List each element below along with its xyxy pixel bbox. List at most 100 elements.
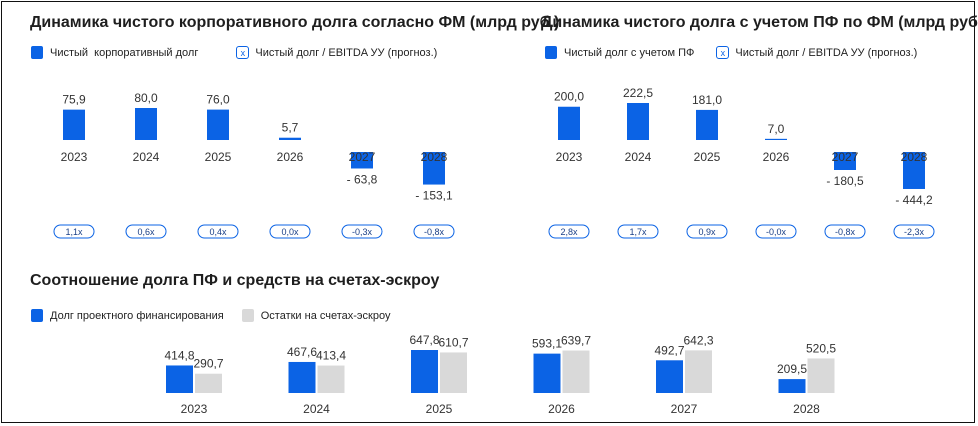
- chart2-value-label-2024: 222,5: [623, 86, 653, 100]
- chart1-value-label-2026: 5,7: [282, 121, 299, 135]
- chart2-bar-2028: [903, 152, 925, 189]
- chart2-legend-swatch: [545, 46, 557, 59]
- chart2-legend-series-label: Чистый долг с учетом ПФ: [564, 46, 695, 59]
- chart3-value-label-primary-2027: 492,7: [654, 343, 684, 357]
- chart3-value-label-primary-2023: 414,8: [164, 348, 194, 362]
- chart1-tick-label-2025: 2025: [205, 150, 232, 164]
- chart3-tick-label-2023: 2023: [181, 402, 208, 416]
- chart2-ratio-pill-2028: [893, 224, 935, 239]
- chart3-bar-secondary-2025: [440, 352, 467, 393]
- chart1-value-label-2028: - 153,1: [415, 189, 453, 203]
- chart3-value-label-secondary-2023: 290,7: [193, 357, 223, 371]
- chart1-ratio-marker-icon: x: [236, 46, 250, 59]
- chart1-value-label-2025: 76,0: [206, 93, 230, 107]
- chart3-legend-label-primary: Долг проектного финансирования: [50, 309, 224, 322]
- chart3-title: Соотношение долга ПФ и средств на счетах…: [30, 272, 440, 289]
- chart3-tick-label-2027: 2027: [671, 402, 698, 416]
- chart1-tick-label-2028: 2028: [421, 150, 448, 164]
- chart2-value-label-2026: 7,0: [768, 122, 785, 136]
- chart1-title: Динамика чистого корпоративного долга со…: [30, 14, 560, 31]
- chart1-ratio-label-2026: 0,0x: [281, 227, 299, 237]
- chart1-ratio-label-2025: 0,4x: [209, 227, 227, 237]
- chart3-bar-primary-2023: [166, 365, 193, 393]
- chart1-ratio-label-2024: 0,6x: [137, 227, 155, 237]
- chart2-tick-label-2027: 2027: [832, 150, 859, 164]
- chart2-bar-2026: [765, 138, 787, 140]
- chart2-ratio-pill-2027: [824, 224, 866, 239]
- chart1-tick-label-2024: 2024: [133, 150, 160, 164]
- chart3-tick-label-2024: 2024: [303, 402, 330, 416]
- chart2-ratio-label-2028: -2,3x: [904, 227, 925, 237]
- chart2-tick-label-2023: 2023: [556, 150, 583, 164]
- chart3-tick-label-2025: 2025: [426, 402, 453, 416]
- chart3-bar-secondary-2023: [195, 373, 222, 393]
- chart1-ratio-pill-2024: [125, 224, 167, 239]
- chart3-tick-label-2028: 2028: [793, 402, 820, 416]
- chart3-bar-primary-2027: [656, 360, 683, 393]
- chart3-bar-secondary-2024: [317, 365, 345, 393]
- chart3-bar-secondary-2027: [685, 350, 712, 393]
- chart3-value-label-primary-2025: 647,8: [409, 333, 439, 347]
- chart1-bar-2024: [135, 108, 157, 140]
- chart1-value-label-2027: - 63,8: [347, 172, 378, 186]
- chart3-legend-swatch-secondary: [241, 309, 254, 322]
- chart2-ratio-label-2025: 0,9x: [698, 227, 716, 237]
- chart1-ratio-pill-2028: [413, 224, 455, 239]
- chart2-ratio-label-2027: -0,8x: [835, 227, 856, 237]
- chart1-tick-label-2023: 2023: [61, 150, 88, 164]
- chart1-tick-label-2026: 2026: [277, 150, 304, 164]
- chart2-ratio-label-2023: 2,8x: [560, 227, 578, 237]
- chart1-value-label-2023: 75,9: [62, 93, 86, 107]
- chart1-ratio-pill-2025: [197, 224, 239, 239]
- chart1-legend: Чистый корпоративный долг x Чистый долг …: [31, 46, 437, 59]
- chart3-legend-swatch-primary: [31, 309, 43, 322]
- chart2-ratio-label-2026: -0,0x: [766, 227, 787, 237]
- chart2-title: Динамика чистого долга с учетом ПФ по ФМ…: [541, 14, 978, 31]
- chart2-tick-label-2025: 2025: [694, 150, 721, 164]
- chart1-ratio-pill-2023: [53, 224, 95, 239]
- chart2-ratio-pill-2026: [755, 224, 797, 239]
- chart2-bar-2024: [627, 103, 649, 140]
- chart2-value-label-2023: 200,0: [554, 90, 584, 104]
- chart1-bar-2025: [207, 109, 229, 140]
- chart3-bar-primary-2028: [778, 379, 806, 393]
- chart2-ratio-pill-2025: [686, 224, 728, 239]
- chart1-bar-2023: [63, 109, 85, 140]
- chart1-legend-swatch: [31, 46, 43, 59]
- chart1-ratio-label-2028: -0,8x: [424, 227, 445, 237]
- chart3-bar-primary-2025: [411, 350, 438, 393]
- chart2-value-label-2025: 181,0: [692, 93, 722, 107]
- chart2-bar-2023: [558, 106, 580, 140]
- chart2-tick-label-2026: 2026: [763, 150, 790, 164]
- chart3-bar-secondary-2028: [807, 358, 835, 393]
- chart1-legend-ratio-label: Чистый долг / EBITDA УУ (прогноз.): [255, 46, 438, 59]
- chart2-value-label-2027: - 180,5: [826, 174, 864, 188]
- chart2-ratio-marker-icon: x: [716, 46, 730, 59]
- chart1-bar-2026: [279, 137, 301, 140]
- chart3-value-label-secondary-2026: 639,7: [561, 334, 591, 348]
- chart3-value-label-primary-2024: 467,6: [287, 345, 317, 359]
- chart3-bar-primary-2024: [288, 361, 316, 393]
- chart2-tick-label-2028: 2028: [901, 150, 928, 164]
- chart1-bar-2028: [423, 152, 445, 185]
- chart1-ratio-pill-2027: [341, 224, 383, 239]
- chart2-bar-2027: [834, 152, 856, 170]
- chart2-legend-ratio-label: Чистый долг / EBITDA УУ (прогноз.): [735, 46, 918, 59]
- chart3-value-label-primary-2026: 593,1: [532, 337, 562, 351]
- chart1-legend-series-label: Чистый корпоративный долг: [50, 46, 199, 59]
- chart2-legend: Чистый долг с учетом ПФ x Чистый долг / …: [545, 46, 917, 59]
- chart1-ratio-label-2027: -0,3x: [352, 227, 373, 237]
- chart3-value-label-secondary-2024: 413,4: [316, 349, 346, 363]
- chart1-ratio-label-2023: 1,1x: [65, 227, 83, 237]
- chart1-value-label-2024: 80,0: [134, 91, 158, 105]
- chart2-ratio-pill-2024: [617, 224, 659, 239]
- chart3-tick-label-2026: 2026: [548, 402, 575, 416]
- chart3-value-label-secondary-2025: 610,7: [438, 335, 468, 349]
- chart1-bar-2027: [351, 152, 373, 169]
- chart3-legend-label-secondary: Остатки на счетах-эскроу: [260, 309, 391, 322]
- chart3-bar-secondary-2026: [562, 350, 590, 393]
- chart3-value-label-secondary-2027: 642,3: [683, 333, 713, 347]
- chart1-ratio-pill-2026: [269, 224, 311, 239]
